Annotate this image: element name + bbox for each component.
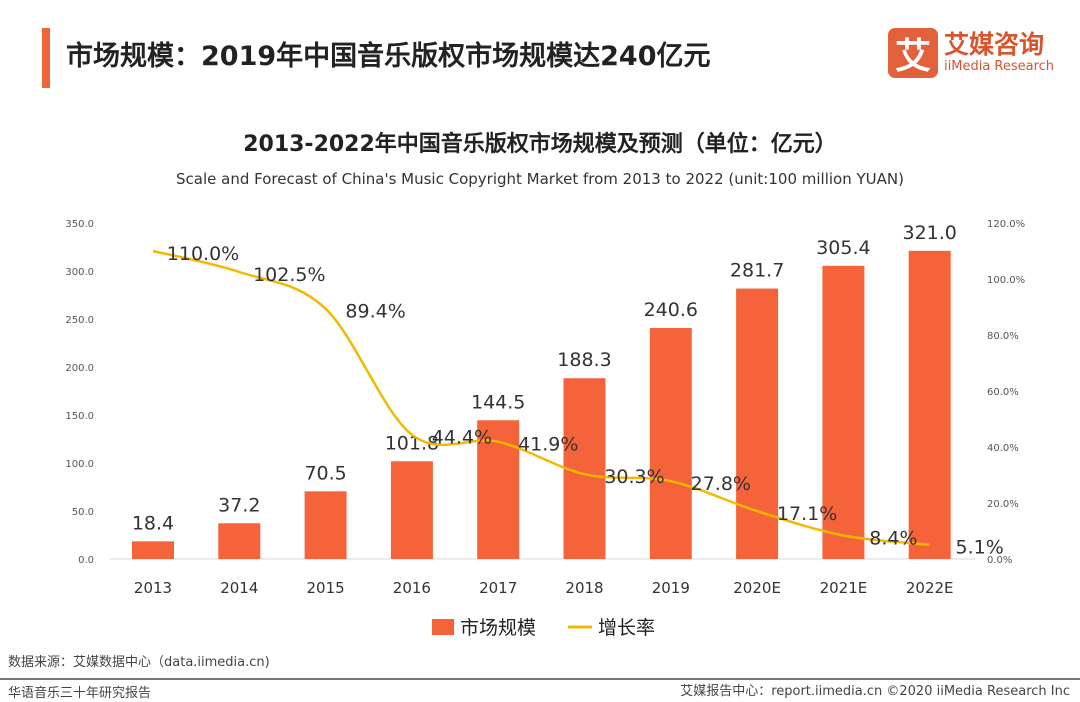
bar-value-label: 70.5: [304, 462, 346, 484]
legend-bar-swatch: [432, 619, 454, 635]
line-value-label: 8.4%: [869, 527, 917, 549]
growth-rate-line: [152, 249, 930, 546]
y-tick-label: 250.0: [65, 315, 94, 326]
y-tick-label: 200.0: [65, 363, 94, 374]
report-name: 华语音乐三十年研究报告: [8, 686, 152, 701]
y-tick-label: 100.0: [65, 459, 94, 470]
line-value-label: 17.1%: [777, 503, 837, 525]
line-value-label: 89.4%: [345, 301, 405, 323]
line-value-label: 5.1%: [956, 537, 1004, 559]
x-tick-label: 2020E: [733, 579, 781, 597]
title-accent: [42, 28, 50, 88]
legend-line-label: 增长率: [598, 617, 655, 639]
page-title: 市场规模：2019年中国音乐版权市场规模达240亿元: [66, 41, 711, 72]
y2-tick-label: 120.0%: [987, 219, 1025, 230]
x-tick-label: 2013: [134, 579, 172, 597]
bar-value-label: 281.7: [730, 260, 784, 282]
x-tick-label: 2019: [652, 579, 690, 597]
y2-tick-label: 0.0%: [987, 555, 1012, 566]
logo-en: iiMedia Research: [944, 59, 1055, 74]
y-tick-label: 350.0: [65, 219, 94, 230]
bar: [390, 461, 433, 559]
x-tick-label: 2021E: [820, 579, 868, 597]
bar-value-label: 321.0: [902, 222, 956, 244]
y2-tick-label: 60.0%: [987, 387, 1019, 398]
y2-tick-label: 20.0%: [987, 499, 1019, 510]
bar-value-label: 144.5: [471, 391, 525, 413]
x-tick-label: 2018: [565, 579, 603, 597]
bar: [218, 523, 261, 559]
x-tick-label: 2015: [307, 579, 345, 597]
x-tick-label: 2014: [220, 579, 258, 597]
y-tick-label: 150.0: [65, 411, 94, 422]
bar: [132, 541, 174, 559]
bar-value-label: 18.4: [132, 512, 174, 534]
chart-title: 2013-2022年中国音乐版权市场规模及预测（单位：亿元）: [243, 132, 837, 157]
bar: [908, 250, 951, 559]
data-source: 数据来源：艾媒数据中心（data.iimedia.cn): [8, 655, 270, 670]
logo-cn: 艾媒咨询: [944, 30, 1045, 59]
y-tick-label: 0.0: [78, 555, 94, 566]
y-tick-label: 300.0: [65, 267, 94, 278]
line-value-label: 41.9%: [518, 434, 578, 456]
line-value-label: 27.8%: [691, 473, 751, 495]
logo-mark: 艾: [888, 28, 938, 78]
bar-value-label: 188.3: [557, 349, 611, 371]
line-value-label: 102.5%: [253, 264, 325, 286]
line-value-label: 30.3%: [604, 466, 664, 488]
bar: [477, 420, 520, 559]
bar-value-label: 240.6: [644, 299, 698, 321]
y2-tick-label: 80.0%: [987, 331, 1019, 342]
bar-value-label: 101.8: [385, 432, 439, 454]
x-tick-label: 2022E: [906, 579, 954, 597]
legend-bar-label: 市场规模: [460, 617, 536, 639]
bar: [736, 288, 779, 559]
bar-value-label: 37.2: [218, 494, 260, 516]
x-tick-label: 2016: [393, 579, 431, 597]
footer-divider: [0, 678, 1080, 680]
bar: [304, 491, 347, 559]
y2-tick-label: 40.0%: [987, 443, 1019, 454]
footer-copyright: 艾媒报告中心：report.iimedia.cn ©2020 iiMedia R…: [680, 684, 1070, 699]
bar-value-label: 305.4: [816, 237, 870, 259]
line-value-label: 110.0%: [167, 243, 239, 265]
bar: [649, 328, 692, 559]
x-tick-label: 2017: [479, 579, 517, 597]
y-tick-label: 50.0: [72, 507, 94, 518]
bar: [822, 265, 865, 559]
iimedia-logo: 艾 艾媒咨询 iiMedia Research: [888, 28, 1054, 78]
y2-tick-label: 100.0%: [987, 275, 1025, 286]
chart-subtitle: Scale and Forecast of China's Music Copy…: [176, 170, 904, 188]
line-value-label: 44.4%: [432, 427, 492, 449]
